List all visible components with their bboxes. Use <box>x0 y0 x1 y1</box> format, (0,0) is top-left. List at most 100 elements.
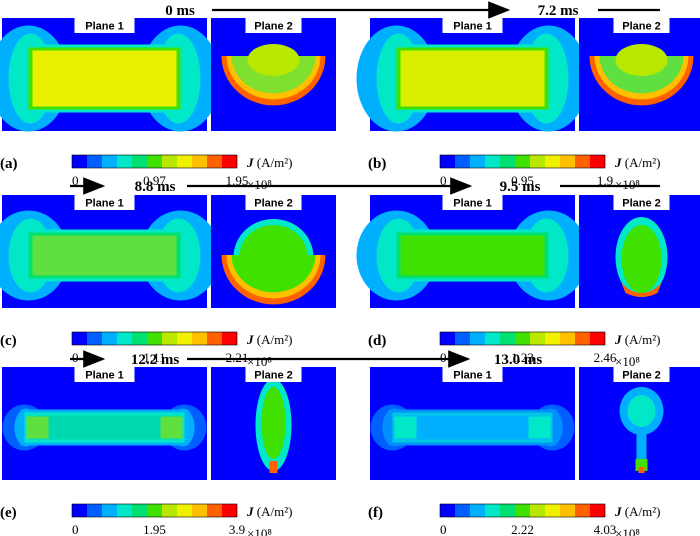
colorbar-segment <box>590 504 605 517</box>
plane2-core <box>261 387 286 459</box>
panel-b: Plane 1 Plane 2 (b) 0 0.95 1.9J (A/m²) ×10⁸ <box>356 18 700 192</box>
colorbar-segment <box>162 332 177 345</box>
colorbar-segment <box>530 504 545 517</box>
panel-label: (c) <box>0 333 17 349</box>
colorbar-segment <box>147 332 162 345</box>
colorbar-segment <box>545 332 560 345</box>
colorbar-segment <box>530 155 545 168</box>
colorbar-segment <box>530 332 545 345</box>
colorbar-tick-label: 0.95 <box>511 173 534 188</box>
unit-symbol: J <box>614 504 622 519</box>
colorbar-tick-label: 3.9 <box>229 522 245 536</box>
electrode-spot-right <box>160 416 183 439</box>
colorbar-segment <box>87 332 102 345</box>
colorbar-segment <box>455 504 470 517</box>
scale-factor: ×10⁸ <box>247 526 272 536</box>
panel-f: Plane 1 Plane 2 (f) 0 2.22 4.03 J (A/m²) ×10⁸ <box>368 367 700 536</box>
colorbar-segment <box>132 332 147 345</box>
scale-factor: ×10⁸ <box>247 354 272 369</box>
time-label: 0 ms <box>165 3 195 19</box>
colorbar-segment <box>440 155 455 168</box>
colorbar-segment <box>147 155 162 168</box>
plane2-tip <box>269 461 278 473</box>
plane1-title-box <box>74 367 135 382</box>
unit-dimension: (A/m²) <box>622 332 661 347</box>
colorbar-segment <box>72 504 87 517</box>
plane2-title: Plane 2 <box>254 21 293 33</box>
unit-label: J (A/m²) <box>614 155 660 170</box>
plane2-center <box>615 44 668 76</box>
colorbar-segment <box>485 332 500 345</box>
colorbar-segment <box>207 155 222 168</box>
unit-symbol: J <box>614 332 622 347</box>
unit-label: J (A/m²) <box>246 155 292 170</box>
plane2-title: Plane 2 <box>622 370 661 382</box>
plane2-title-box <box>613 195 670 210</box>
panel-label: (d) <box>368 333 386 349</box>
plane2-title: Plane 2 <box>622 198 661 210</box>
arc-channel-core <box>396 415 549 440</box>
panel-label: (f) <box>368 505 383 521</box>
scale-factor: ×10⁸ <box>615 526 640 536</box>
colorbar-segment <box>87 155 102 168</box>
plane2-rim <box>621 283 662 297</box>
colorbar-tick-label: 0.97 <box>143 173 166 188</box>
colorbar-segment <box>515 155 530 168</box>
time-label: 12.2 ms <box>131 352 179 368</box>
plane1-title: Plane 1 <box>85 370 124 382</box>
colorbar-segment <box>102 155 117 168</box>
colorbar-segment <box>470 504 485 517</box>
arc-channel-core <box>32 50 177 107</box>
colorbar-tick-label: 0 <box>72 173 79 188</box>
plane2-title-box <box>245 18 302 33</box>
plane1-title: Plane 1 <box>453 370 492 382</box>
unit-symbol: J <box>614 155 622 170</box>
plane2-title-box <box>245 195 302 210</box>
colorbar-segment <box>222 504 237 517</box>
plane2-center <box>247 44 300 76</box>
colorbar-segment <box>177 332 192 345</box>
colorbar-segment <box>560 332 575 345</box>
colorbar-segment <box>590 155 605 168</box>
plane1-title: Plane 1 <box>85 21 124 33</box>
colorbar-segment <box>470 332 485 345</box>
colorbar-segment <box>485 504 500 517</box>
panel-d: Plane 1 Plane 2 (d) 0 1.23 2.46 J (A/m²) ×10⁸ <box>356 195 700 369</box>
plane2-title-box <box>613 18 670 33</box>
arc-channel-core <box>400 50 545 107</box>
arc-channel-core <box>400 235 545 276</box>
colorbar-segment <box>575 504 590 517</box>
colorbar-frame <box>71 503 238 518</box>
unit-dimension: (A/m²) <box>622 504 661 519</box>
electrode-spot-right <box>528 416 551 439</box>
colorbar-segment <box>117 332 132 345</box>
plane1-title-box <box>442 18 503 33</box>
colorbar-tick-label: 1.95 <box>226 173 249 188</box>
plane2-bowl-core <box>231 255 316 293</box>
plane2-title-box <box>245 367 302 382</box>
colorbar-segment <box>87 504 102 517</box>
time-label: 8.8 ms <box>135 179 176 195</box>
plane1-title: Plane 1 <box>453 198 492 210</box>
unit-dimension: (A/m²) <box>254 504 293 519</box>
colorbar-segment <box>575 332 590 345</box>
colorbar-segment <box>222 155 237 168</box>
plane2-title: Plane 2 <box>622 21 661 33</box>
colorbar-frame <box>439 503 606 518</box>
scale-factor: ×10⁸ <box>247 177 272 192</box>
colorbar-segment <box>500 155 515 168</box>
plane1-title-box <box>442 367 503 382</box>
unit-label: J (A/m²) <box>614 504 660 519</box>
plane1-title-box <box>74 195 135 210</box>
colorbar-segment <box>500 504 515 517</box>
unit-dimension: (A/m²) <box>622 155 661 170</box>
colorbar-segment <box>102 332 117 345</box>
unit-label: J (A/m²) <box>246 332 292 347</box>
colorbar-tick-label: 1.9 <box>597 173 613 188</box>
colorbar-segment <box>560 504 575 517</box>
colorbar-frame <box>71 154 238 169</box>
panel-c: Plane 1 Plane 2 (c) 0 1.11 2.21 J (A/m²) ×10⁸ <box>0 195 336 369</box>
colorbar-segment <box>72 332 87 345</box>
unit-symbol: J <box>246 155 254 170</box>
